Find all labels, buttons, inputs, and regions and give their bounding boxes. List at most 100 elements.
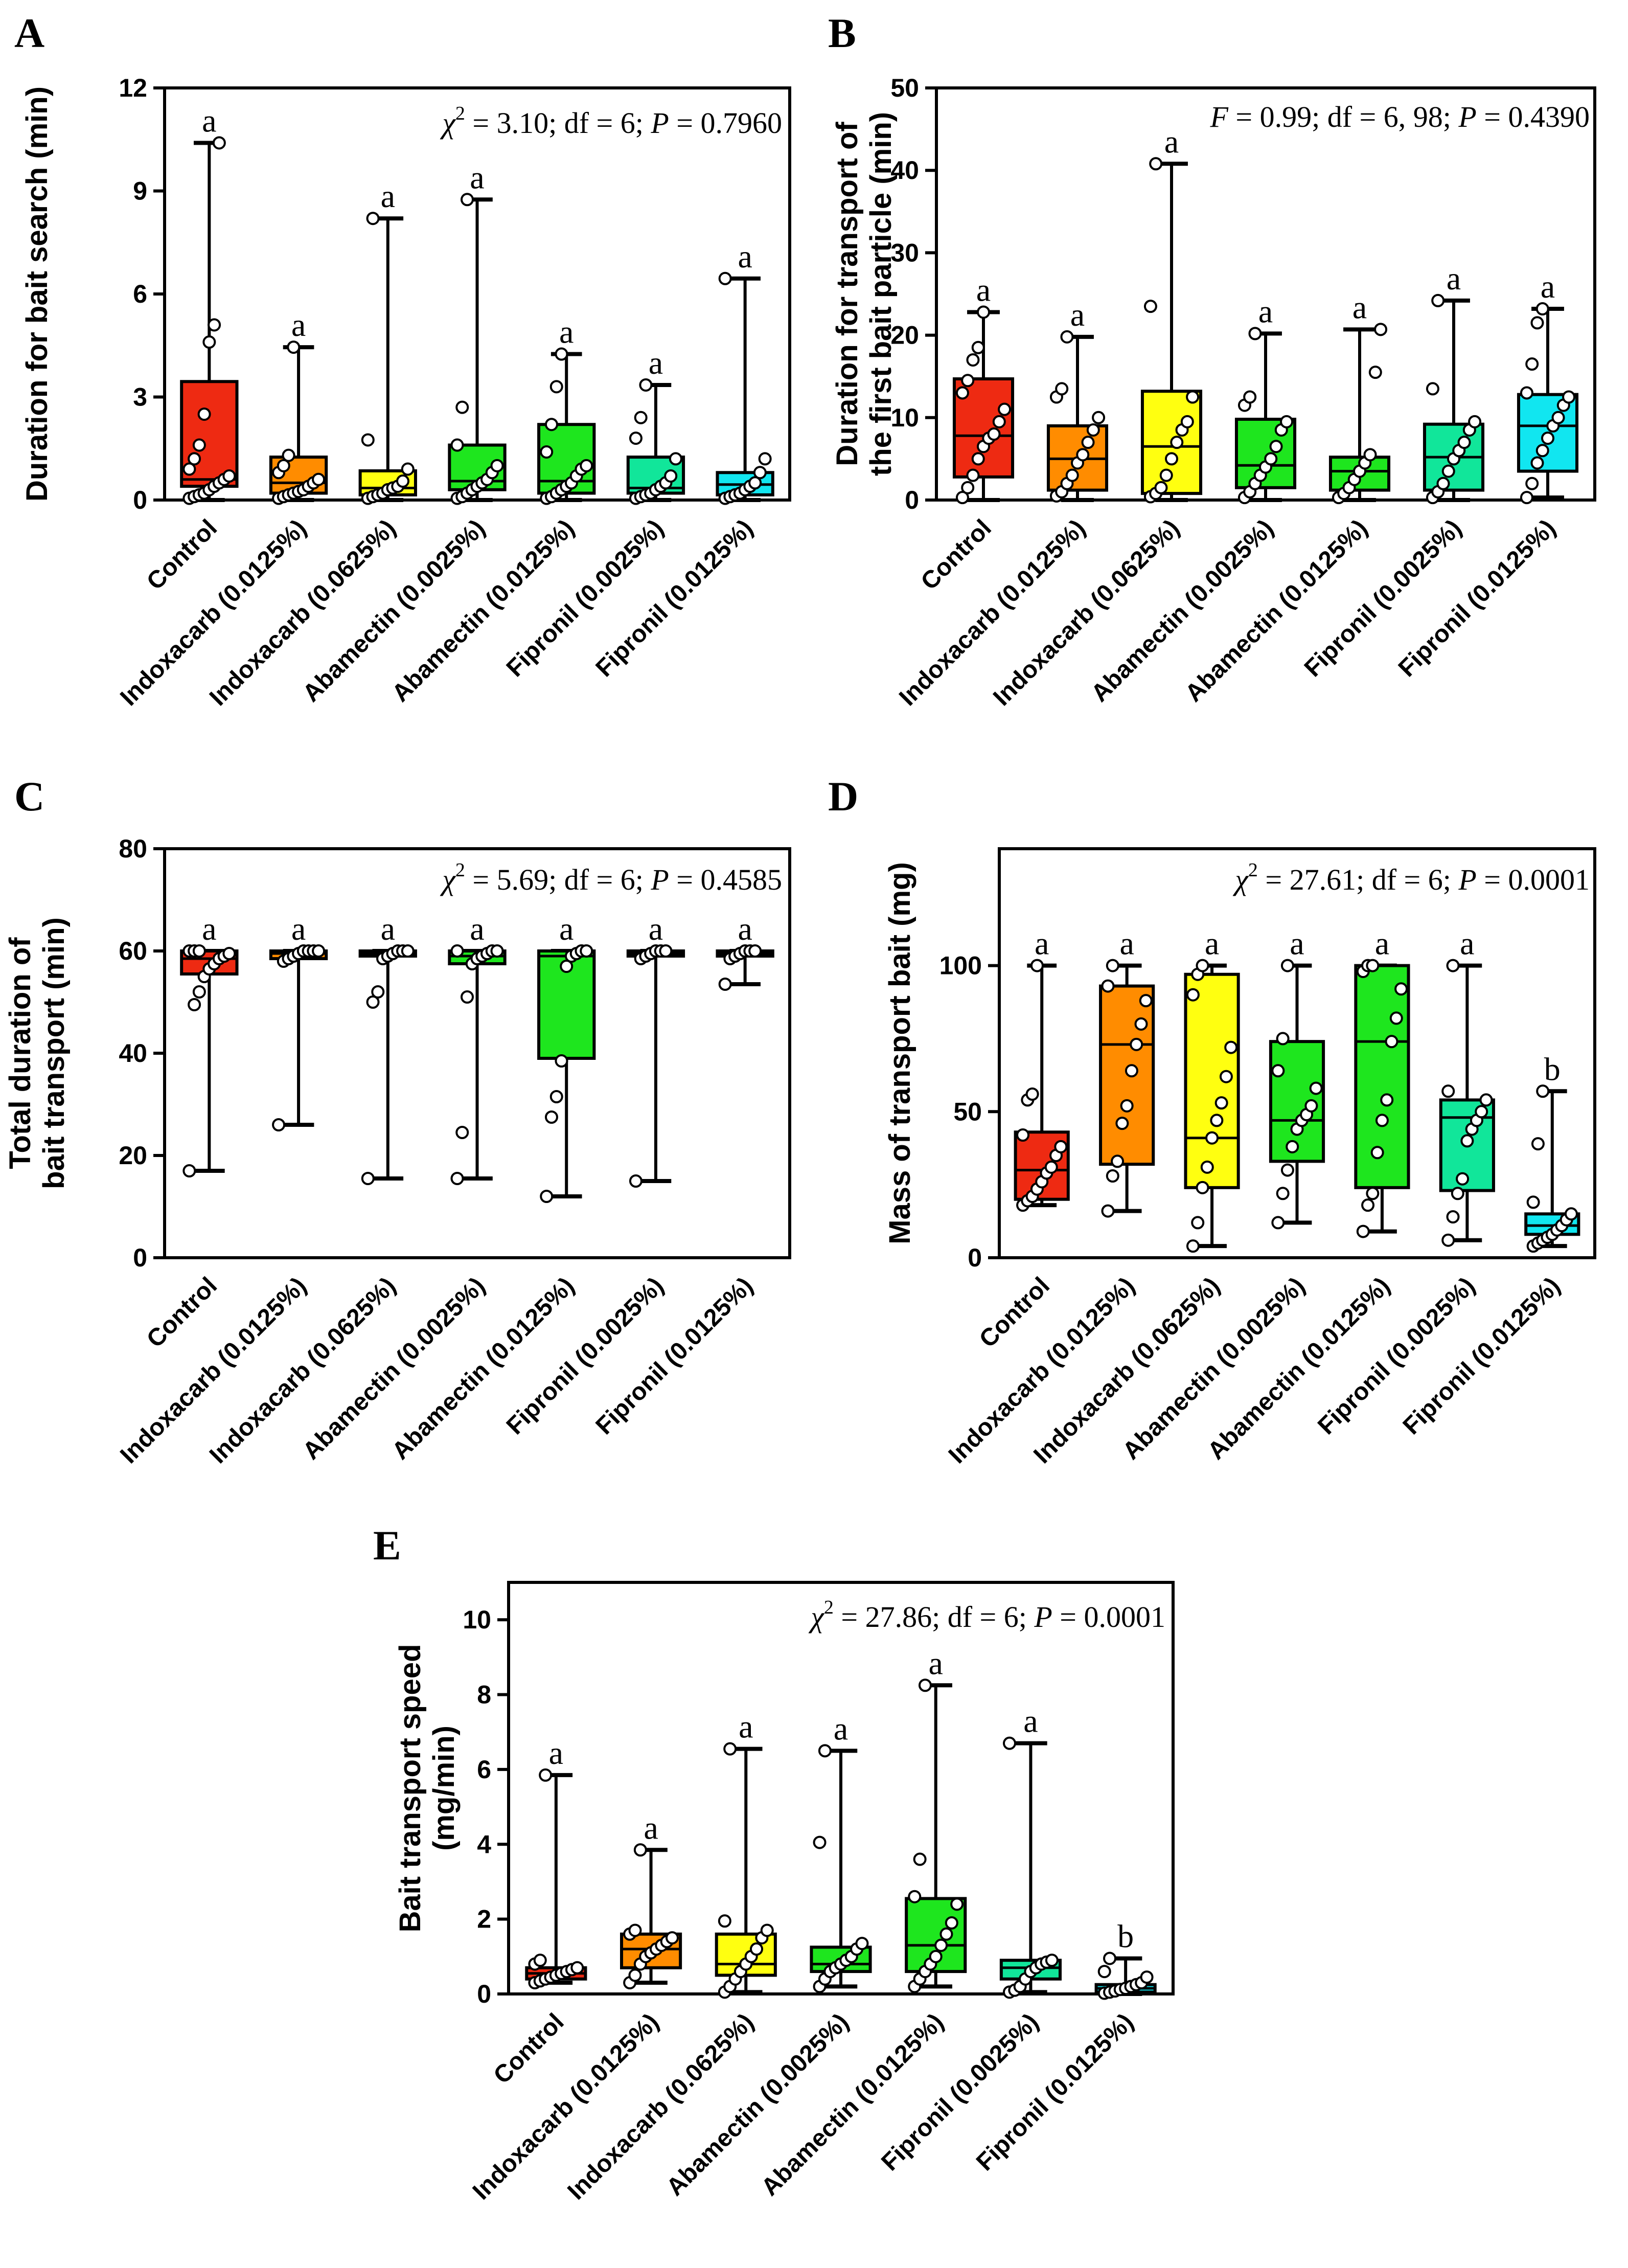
panel-letter: C [14,773,44,820]
data-point [1286,1140,1299,1153]
significance-letter: a [1205,925,1219,962]
data-point [208,318,221,332]
x-category-label: Abamectin (0.0025%) [1086,514,1279,707]
data-point [1304,1099,1318,1113]
significance-letter: a [1460,925,1474,962]
stat-p-symbol: P [1458,863,1476,896]
box-group: a [620,1809,682,1990]
stat-text: = 5.69; df = 6; [465,863,651,896]
box-group: a [537,911,596,1203]
box-group: a [999,1703,1062,1999]
box-group: a [358,178,417,505]
stat-symbol: χ [440,106,456,140]
data-point [1134,1017,1148,1031]
data-point [312,472,326,486]
box-group: a [1184,925,1240,1253]
significance-letter: a [1541,268,1555,305]
data-point [1186,1239,1200,1253]
data-point [1055,382,1069,396]
data-point [1460,1134,1474,1148]
data-point [1154,481,1168,494]
data-point [1361,1198,1375,1212]
data-point [659,944,673,958]
data-point [971,452,985,466]
plot-frame [998,847,1596,1259]
data-point [1030,959,1044,972]
y-tick-label: 40 [119,1039,147,1068]
data-point [272,1118,286,1131]
plot-frame [507,1581,1175,1995]
data-point [1309,1081,1323,1095]
data-point [955,491,969,505]
box-group: a [1046,297,1109,503]
data-point [312,944,326,958]
data-point [913,1852,927,1866]
data-point [718,978,732,991]
data-point [366,212,380,225]
data-point [998,402,1012,416]
y-axis-title: Mass of transport bait (mg) [883,862,916,1244]
data-point [1271,1216,1285,1230]
stat-annotation: χ2 = 27.61; df = 6; P = 0.0001 [1232,859,1590,896]
box-group: a [525,1735,587,1990]
data-point [192,438,206,452]
data-point [1143,300,1157,313]
significance-letter: a [976,271,991,308]
data-point [1205,1131,1219,1145]
y-axis-title: Duration for transport ofthe first bait … [831,112,898,476]
data-point [753,466,767,480]
significance-letter: a [738,911,752,947]
data-point [461,193,474,207]
box-group: a [537,314,596,505]
stat-sup: 2 [1248,859,1258,881]
data-point [490,459,504,472]
y-tick-label: 20 [119,1141,147,1170]
box-group: a [269,307,328,505]
stat-p-symbol: P [1458,100,1476,133]
data-point [1045,1954,1059,1967]
y-tick-label: 0 [133,486,147,514]
data-point [961,374,975,388]
x-category-label: Indoxacarb (0.0625%) [204,514,401,711]
data-point [1106,1169,1119,1183]
x-category-label: Abamectin (0.0125%) [1180,514,1373,707]
data-point [544,418,558,432]
data-point [1276,1187,1290,1200]
data-point [1520,491,1533,505]
data-point [939,1927,953,1941]
data-point [212,136,226,150]
x-category-label: Indoxacarb (0.0625%) [562,2008,759,2205]
significance-letter: a [1164,123,1179,160]
data-point [664,469,678,483]
data-point [1374,323,1388,336]
data-point [1002,1736,1016,1750]
data-point [461,990,474,1004]
x-category-label: Fipronil (0.0025%) [501,1272,669,1440]
data-point [1248,327,1262,341]
stat-p-value: = 0.7960 [669,106,782,140]
data-point [1431,293,1445,307]
box-group: a [1439,925,1495,1247]
data-point [1196,1181,1209,1194]
y-axis-title: Duration for bait search (min) [20,86,54,502]
significance-letter: a [1447,260,1461,297]
data-point [908,1890,922,1903]
data-point [1535,302,1549,316]
data-point [1044,1160,1058,1174]
significance-letter: a [1023,1703,1038,1739]
x-category-label: Control [142,1272,222,1353]
y-tick-label: 80 [119,834,147,863]
data-point [1139,994,1153,1008]
x-category-label: Control [916,514,997,595]
box-group: b [1094,1918,1157,2000]
data-point [961,481,975,494]
significance-letter: a [1375,925,1389,962]
data-point [1535,444,1549,458]
data-point [1086,423,1100,437]
data-point [539,1768,553,1782]
stat-annotation: χ2 = 5.69; df = 6; P = 0.4585 [440,859,782,896]
stat-p-symbol: P [650,863,669,896]
box-group: a [1140,123,1203,504]
data-point [401,944,415,958]
data-point [1276,1032,1290,1046]
